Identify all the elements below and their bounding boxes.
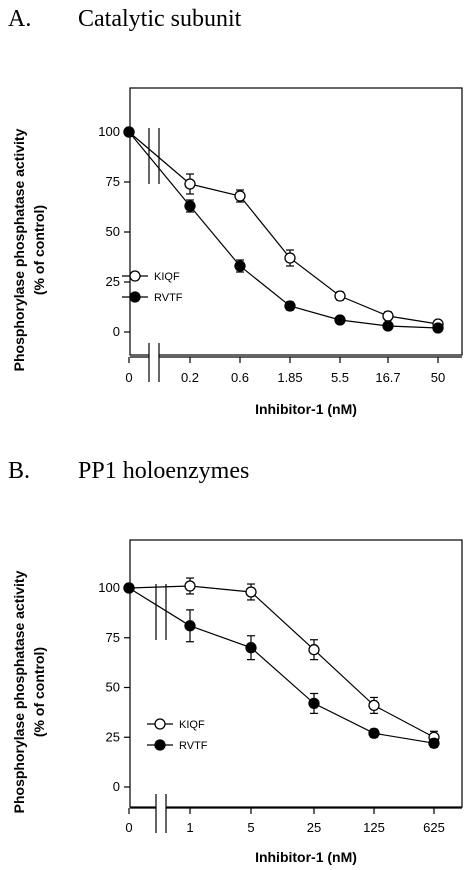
data-point-open (184, 580, 196, 592)
data-point-filled (308, 697, 320, 710)
data-point-open (382, 310, 394, 322)
data-point-filled (123, 582, 135, 594)
data-point-filled (432, 322, 444, 334)
y-tick-label: 100 (98, 580, 120, 595)
plot-frame (129, 539, 463, 808)
x-tick-label: 1 (186, 820, 193, 835)
panel-label: B. (8, 458, 30, 484)
chart-title: Catalytic subunit (78, 6, 242, 32)
y-tick-label: 25 (106, 274, 120, 289)
y-axis-subtitle: (% of control) (31, 205, 47, 295)
y-axis-title: Phosphorylase phosphatase activity (11, 128, 27, 371)
y-axis-title: Phosphorylase phosphatase activity (11, 570, 27, 813)
data-point-open (308, 644, 320, 656)
data-point-filled (334, 314, 346, 326)
x-tick-label: 0 (125, 820, 132, 835)
legend-marker-open (129, 270, 141, 282)
y-axis-subtitle: (% of control) (31, 647, 47, 737)
x-axis-break-gap (149, 353, 159, 361)
data-point-open (334, 290, 346, 302)
x-tick-label: 0.6 (231, 370, 249, 385)
x-tick-label: 5 (247, 820, 254, 835)
data-point-filled (234, 260, 246, 272)
legend-marker-open (154, 718, 166, 730)
y-tick-label: 0 (113, 324, 120, 339)
series-line (189, 625, 435, 744)
y-tick-label: 25 (106, 729, 120, 744)
x-tick-label: 5.5 (331, 370, 349, 385)
legend-label: KIQF (154, 271, 180, 283)
x-tick-label: 0.2 (181, 370, 199, 385)
series-line (189, 585, 435, 738)
y-tick-label: 100 (98, 124, 120, 139)
data-point-open (284, 252, 296, 264)
panel-label: A. (8, 6, 31, 32)
x-axis-title: Inhibitor-1 (nM) (255, 849, 357, 865)
data-point-filled (184, 200, 196, 212)
data-point-filled (184, 620, 196, 632)
legend-label: KIQF (179, 719, 205, 731)
series-line (189, 183, 439, 325)
data-point-filled (245, 642, 257, 654)
x-tick-label: 16.7 (375, 370, 400, 385)
series-line-segment (128, 587, 191, 627)
data-point-open (234, 190, 246, 202)
x-tick-label: 25 (307, 820, 321, 835)
legend-label: RVTF (179, 740, 208, 752)
series-line-segment (128, 585, 191, 589)
legend-label: RVTF (154, 292, 183, 304)
x-axis-title: Inhibitor-1 (nM) (255, 401, 357, 417)
chart-panel-b: B. PP1 holoenzymes 0 25 50 75 100 0 1 5 25 125 625 In… (8, 458, 463, 865)
y-tick-label: 75 (106, 174, 120, 189)
plot-frame (129, 87, 463, 356)
y-tick-label: 50 (106, 680, 120, 695)
x-tick-label: 50 (431, 370, 445, 385)
y-tick-label: 75 (106, 630, 120, 645)
chart-title: PP1 holoenzymes (78, 458, 249, 484)
x-tick-label: 1.85 (277, 370, 302, 385)
x-axis-break-gap (156, 804, 166, 812)
legend-marker-filled (129, 291, 141, 303)
data-point-filled (382, 320, 394, 332)
y-tick-label: 50 (106, 224, 120, 239)
legend-marker-filled (154, 739, 166, 751)
x-tick-label: 0 (125, 370, 132, 385)
data-point-filled (368, 727, 380, 739)
y-tick-label: 0 (113, 779, 120, 794)
data-point-open (184, 178, 196, 190)
data-point-filled (428, 737, 440, 749)
data-point-filled (284, 300, 296, 312)
series-line (189, 205, 439, 329)
chart-panel-a: A. Catalytic subunit 0 25 50 75 100 0 0.2 0.6 1.85… (8, 6, 463, 417)
x-tick-label: 125 (363, 820, 385, 835)
data-point-filled (123, 126, 135, 138)
x-tick-label: 625 (423, 820, 445, 835)
data-point-open (368, 699, 380, 712)
data-point-open (245, 586, 257, 598)
